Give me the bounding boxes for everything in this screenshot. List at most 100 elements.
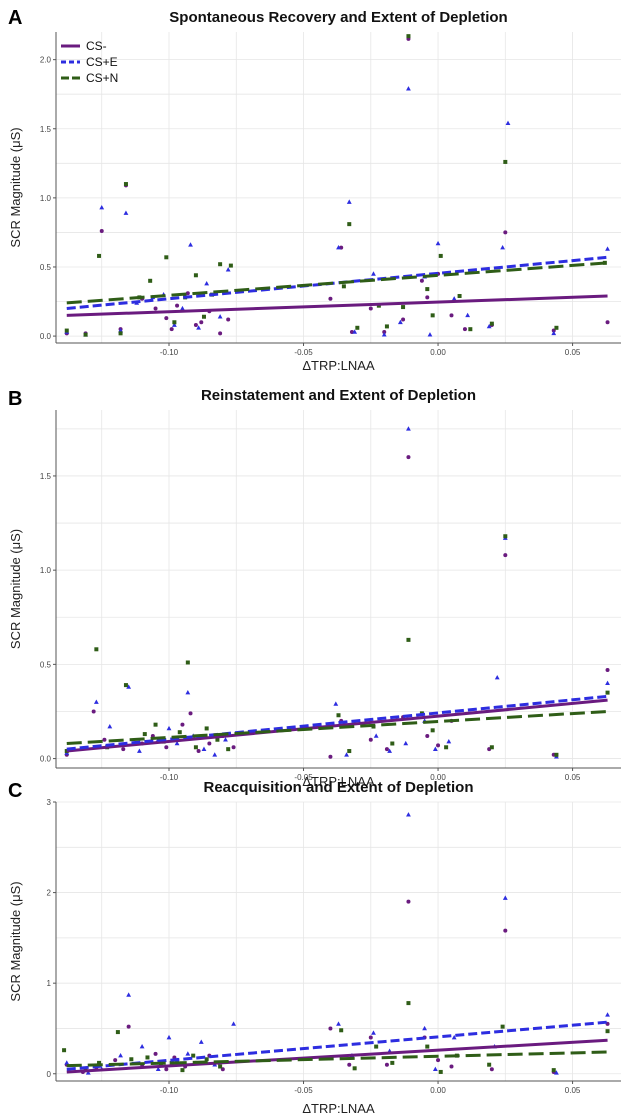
point-cs-minus — [368, 1035, 373, 1040]
point-cs-plus-n — [97, 253, 102, 258]
point-cs-plus-n — [605, 690, 610, 695]
point-cs-minus — [164, 745, 169, 750]
point-cs-plus-n — [406, 34, 411, 39]
point-cs-plus-e — [180, 305, 185, 311]
x-tick-label: -0.10 — [160, 1086, 179, 1095]
point-cs-minus — [503, 230, 508, 235]
x-axis-label: ΔTRP:LNAA — [302, 358, 375, 373]
point-cs-plus-e — [451, 1034, 457, 1040]
point-cs-plus-e — [381, 332, 387, 337]
point-cs-plus-e — [432, 746, 438, 751]
y-tick-label: 3 — [47, 798, 52, 807]
point-cs-minus — [384, 1062, 389, 1067]
point-cs-minus — [503, 928, 508, 933]
y-tick-label: 1 — [47, 979, 52, 988]
point-cs-plus-n — [489, 321, 494, 326]
point-cs-plus-n — [503, 159, 508, 164]
point-cs-plus-e — [373, 733, 379, 738]
point-cs-plus-n — [406, 1001, 411, 1006]
point-cs-minus — [102, 737, 107, 742]
point-cs-minus — [368, 306, 373, 311]
point-cs-minus — [462, 327, 467, 332]
point-cs-minus — [503, 553, 508, 558]
point-cs-plus-n — [384, 324, 389, 329]
point-cs-minus — [188, 711, 193, 716]
point-cs-plus-e — [435, 240, 441, 246]
point-cs-minus — [193, 323, 198, 328]
point-cs-plus-n — [180, 1068, 185, 1073]
point-cs-plus-n — [142, 732, 147, 737]
point-cs-plus-e — [118, 1053, 123, 1058]
point-cs-plus-n — [390, 741, 395, 746]
point-cs-plus-e — [371, 271, 376, 276]
point-cs-plus-e — [107, 723, 113, 729]
point-cs-minus — [382, 329, 387, 334]
legend-label: CS- — [86, 39, 107, 53]
point-cs-plus-e — [500, 245, 506, 250]
point-cs-plus-e — [494, 674, 500, 680]
point-cs-minus — [196, 749, 201, 754]
point-cs-plus-n — [425, 1044, 430, 1049]
point-cs-plus-n — [218, 262, 223, 267]
point-cs-plus-e — [554, 1070, 559, 1075]
point-cs-plus-e — [605, 1012, 610, 1017]
point-cs-minus — [153, 1051, 158, 1056]
point-cs-plus-n — [226, 747, 231, 752]
point-cs-minus — [226, 317, 231, 322]
point-cs-plus-n — [341, 284, 346, 289]
point-cs-plus-e — [336, 1021, 341, 1026]
point-cs-minus — [153, 306, 158, 311]
fit-line-cs- — [66, 1038, 608, 1074]
point-cs-minus — [605, 668, 610, 673]
panel-b: B Reinstatement and Extent of Depletion -0… — [8, 387, 621, 789]
x-tick-label: 0.00 — [430, 1086, 446, 1095]
point-cs-plus-n — [401, 305, 406, 310]
point-cs-plus-e — [371, 1030, 376, 1035]
y-axis-label: SCR Magnitude (μS) — [8, 127, 23, 247]
x-tick-label: -0.05 — [294, 348, 313, 357]
point-cs-plus-e — [486, 323, 492, 329]
point-cs-minus — [231, 745, 236, 750]
point-cs-plus-e — [605, 246, 610, 251]
point-cs-plus-e — [85, 1070, 91, 1075]
point-cs-plus-n — [551, 1068, 556, 1073]
point-cs-plus-n — [145, 1055, 150, 1060]
point-cs-minus — [121, 747, 126, 752]
point-cs-plus-e — [403, 740, 409, 746]
point-cs-plus-n — [204, 1057, 209, 1062]
point-cs-plus-e — [198, 1039, 204, 1044]
point-cs-plus-n — [444, 745, 449, 750]
y-axis-label: SCR Magnitude (μS) — [8, 529, 23, 649]
point-cs-plus-e — [212, 752, 218, 757]
point-cs-plus-n — [118, 331, 123, 336]
point-cs-plus-e — [231, 1021, 236, 1026]
point-cs-plus-n — [489, 745, 494, 750]
point-cs-plus-e — [126, 684, 132, 689]
point-cs-plus-e — [352, 329, 358, 334]
point-cs-plus-n — [191, 1053, 196, 1058]
point-cs-plus-e — [465, 312, 471, 318]
x-axis-label: ΔTRP:LNAA — [302, 774, 375, 789]
point-cs-plus-n — [487, 1062, 492, 1067]
x-tick-label: 0.05 — [565, 348, 581, 357]
point-cs-plus-e — [225, 267, 231, 272]
point-cs-plus-e — [99, 204, 105, 210]
point-cs-plus-e — [223, 737, 228, 742]
point-cs-plus-n — [430, 728, 435, 733]
fit-line-cs- — [66, 698, 608, 753]
x-tick-label: 0.00 — [430, 773, 446, 782]
point-cs-plus-n — [228, 263, 233, 268]
panel-letter: B — [8, 388, 22, 410]
point-cs-plus-e — [166, 725, 172, 731]
point-cs-plus-n — [468, 327, 473, 332]
point-cs-plus-e — [333, 701, 339, 706]
point-cs-plus-e — [427, 332, 433, 337]
x-tick-label: -0.10 — [160, 348, 179, 357]
point-cs-minus — [449, 1064, 454, 1069]
point-cs-plus-e — [406, 86, 411, 91]
point-cs-plus-e — [174, 740, 180, 746]
fit-line-cs-plus-n — [66, 261, 608, 305]
point-cs-plus-e — [139, 1043, 145, 1049]
x-tick-label: -0.05 — [294, 773, 313, 782]
